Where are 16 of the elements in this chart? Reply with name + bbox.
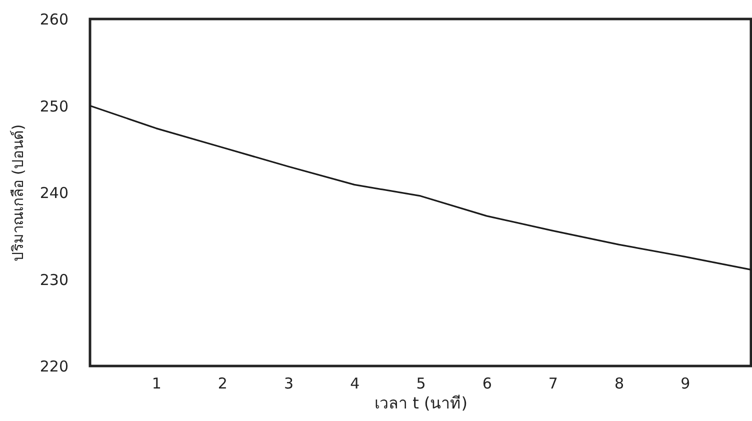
x-tick-label: 8 [614, 374, 624, 392]
x-tick-label: 4 [350, 374, 360, 392]
x-tick-label: 6 [482, 374, 492, 392]
x-tick-label: 9 [680, 374, 690, 392]
y-tick-label: 240 [40, 184, 68, 202]
y-axis-title: ปริมาณเกลือ (ปอนด์) [8, 124, 27, 262]
x-tick-label: 5 [416, 374, 426, 392]
x-tick-label: 1 [152, 374, 162, 392]
x-axis-title: เวลา t (นาที) [374, 394, 468, 412]
y-tick-label: 260 [40, 10, 68, 28]
y-tick-label: 220 [40, 358, 68, 376]
y-tick-label: 230 [40, 270, 68, 289]
x-tick-label: 3 [284, 374, 294, 392]
y-tick-label: 250 [40, 97, 68, 116]
x-tick-label: 7 [548, 374, 558, 392]
x-tick-label: 2 [218, 374, 228, 392]
